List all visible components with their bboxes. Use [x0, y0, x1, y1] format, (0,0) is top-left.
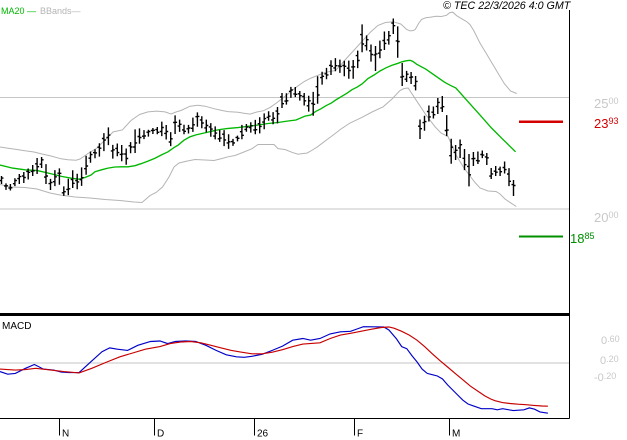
svg-text:26: 26: [257, 429, 269, 440]
svg-text:F: F: [357, 429, 363, 440]
svg-text:D: D: [157, 429, 164, 440]
svg-text:N: N: [62, 429, 69, 440]
svg-text:M: M: [452, 429, 460, 440]
